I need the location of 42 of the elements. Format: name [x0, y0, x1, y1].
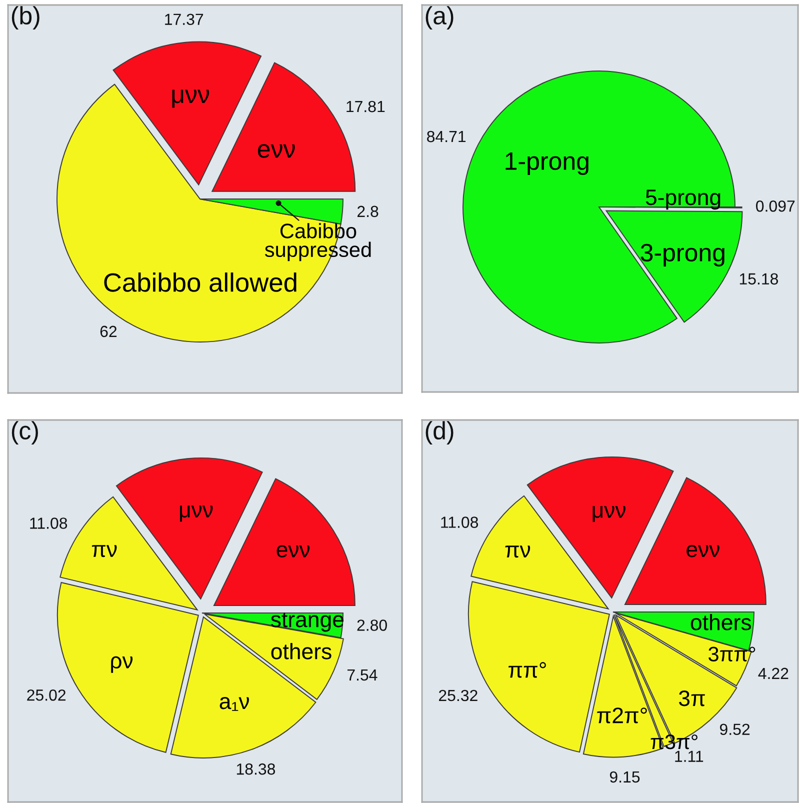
- slice-label: ρν: [111, 656, 133, 673]
- chart-title: (a): [426, 6, 454, 30]
- slice-label: 1-prong: [506, 152, 588, 175]
- slice-label: μνν: [592, 506, 626, 522]
- slice-label: eνν: [258, 144, 295, 158]
- data-label: 7.54: [347, 669, 378, 681]
- slice-label: 3-prong: [640, 244, 724, 266]
- data-label: 15.18: [740, 273, 778, 285]
- data-label: 2.80: [357, 620, 387, 631]
- data-label: 17.37: [165, 14, 204, 26]
- slice-label: μνν: [172, 90, 210, 108]
- slice-label: Cabibbo allowed: [104, 272, 296, 292]
- slice-label: eνν: [686, 545, 720, 558]
- slice-label: a₁ν: [220, 697, 249, 711]
- data-label: 25.02: [27, 689, 66, 701]
- data-label: 25.32: [438, 690, 478, 702]
- data-label: 18.38: [236, 763, 276, 775]
- slice-label: π3π°: [650, 734, 698, 750]
- slice-label: ππ°: [508, 662, 546, 678]
- data-label: 17.81: [346, 100, 385, 112]
- data-label: 4.22: [758, 668, 788, 679]
- slice-label: others: [690, 614, 751, 630]
- data-label: 11.08: [441, 516, 478, 528]
- slice-label: πν: [505, 546, 530, 558]
- data-label: 1.11: [675, 750, 704, 762]
- slice-label: others: [271, 643, 332, 660]
- slice-label: 5-prong: [646, 190, 720, 210]
- slice-label: π2π°: [597, 708, 647, 724]
- slice-label: πν: [92, 545, 117, 558]
- data-label: 11.08: [30, 518, 68, 529]
- slice-label: 3π: [678, 690, 705, 706]
- data-label: 9.52: [720, 724, 750, 736]
- data-label: 62: [100, 326, 117, 338]
- data-label: 2.8: [357, 206, 378, 218]
- slice-label: μνν: [180, 506, 213, 522]
- data-label: 84.71: [427, 130, 466, 142]
- data-label: 0.097: [756, 200, 795, 212]
- chart-title: (b): [12, 6, 40, 30]
- chart-title: (d): [426, 421, 454, 444]
- data-label: 9.15: [610, 771, 640, 783]
- chart-title: (c): [12, 421, 38, 444]
- slice-label: eνν: [276, 545, 310, 558]
